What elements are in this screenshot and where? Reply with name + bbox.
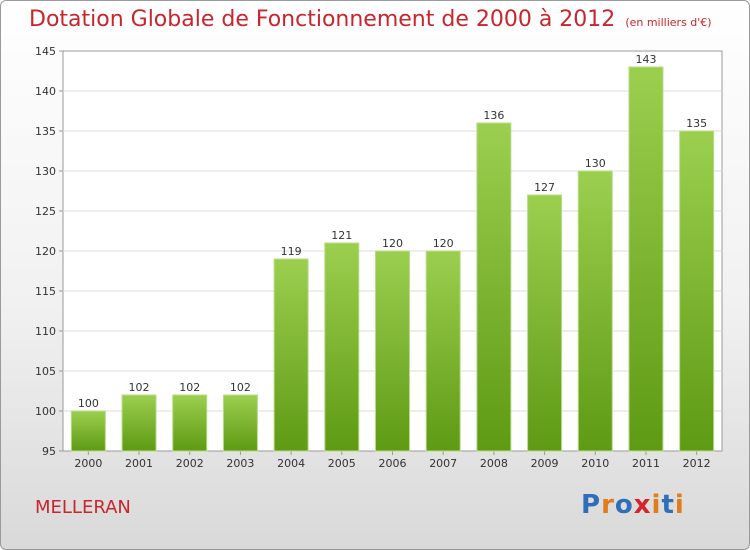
y-tick-label: 115 (35, 285, 56, 298)
bar-value-label: 102 (179, 381, 200, 394)
x-tick-label: 2001 (125, 457, 153, 470)
y-tick-label: 135 (35, 125, 56, 138)
bar (70, 410, 106, 452)
bar (121, 394, 157, 452)
bar (425, 250, 461, 452)
bar (273, 258, 309, 452)
x-tick-label: 2004 (277, 457, 305, 470)
bar-value-label: 120 (382, 237, 403, 250)
chart-subtitle: (en milliers d'€) (625, 16, 712, 29)
x-tick-label: 2010 (581, 457, 609, 470)
y-tick-label: 130 (35, 165, 56, 178)
bar-layer (70, 66, 715, 452)
bar (527, 194, 563, 452)
chart-title: Dotation Globale de Fonctionnement de 20… (29, 7, 712, 32)
x-tick-label: 2011 (632, 457, 660, 470)
y-tick-label: 145 (35, 45, 56, 58)
bar (375, 250, 410, 452)
bar (577, 170, 613, 452)
y-tick-label: 125 (35, 205, 56, 218)
x-tick-label: 2007 (429, 457, 457, 470)
y-tick-label: 100 (35, 405, 56, 418)
bar-value-label: 100 (78, 397, 99, 410)
y-tick-label: 120 (35, 245, 56, 258)
bar-value-label: 102 (230, 381, 251, 394)
bar (172, 394, 208, 452)
x-tick-label: 2012 (683, 457, 711, 470)
chart-title-text: Dotation Globale de Fonctionnement de 20… (29, 7, 616, 32)
x-tick-label: 2002 (176, 457, 204, 470)
logo-letter: i (651, 490, 662, 520)
bar-value-label: 127 (534, 181, 555, 194)
y-tick-label: 95 (42, 445, 56, 458)
bar-value-label: 130 (585, 157, 606, 170)
bar-value-label: 119 (281, 245, 302, 258)
bar-value-label: 120 (433, 237, 454, 250)
x-tick-label: 2006 (379, 457, 407, 470)
bar-value-label: 136 (483, 109, 504, 122)
bar (222, 394, 258, 452)
bar (324, 242, 360, 452)
x-tick-label: 2000 (74, 457, 102, 470)
logo-letter: t (661, 490, 675, 520)
y-tick-label: 110 (35, 325, 56, 338)
logo-letter: i (674, 490, 685, 520)
x-tick-label: 2009 (531, 457, 559, 470)
bar-value-label: 121 (331, 229, 352, 242)
bar-value-label: 135 (686, 117, 707, 130)
y-tick-label: 140 (35, 85, 56, 98)
bar-value-label: 102 (129, 381, 150, 394)
y-tick-label: 105 (35, 365, 56, 378)
bar-value-label: 143 (635, 53, 656, 66)
x-tick-label: 2003 (226, 457, 254, 470)
bar (679, 130, 715, 452)
x-tick-label: 2005 (328, 457, 356, 470)
logo-letter: x (633, 490, 652, 520)
bar (628, 66, 664, 452)
logo-letter: r (601, 490, 615, 520)
x-tick-label: 2008 (480, 457, 508, 470)
proxiti-logo: Proxiti (581, 490, 685, 520)
bar (476, 122, 512, 452)
logo-letter: o (614, 490, 634, 520)
commune-name: MELLERAN (35, 497, 131, 518)
logo-letter: P (581, 490, 602, 520)
label-layer: 95 100 105 110 115 120 125 130 135 140 145 100 2000 1… (35, 45, 711, 470)
